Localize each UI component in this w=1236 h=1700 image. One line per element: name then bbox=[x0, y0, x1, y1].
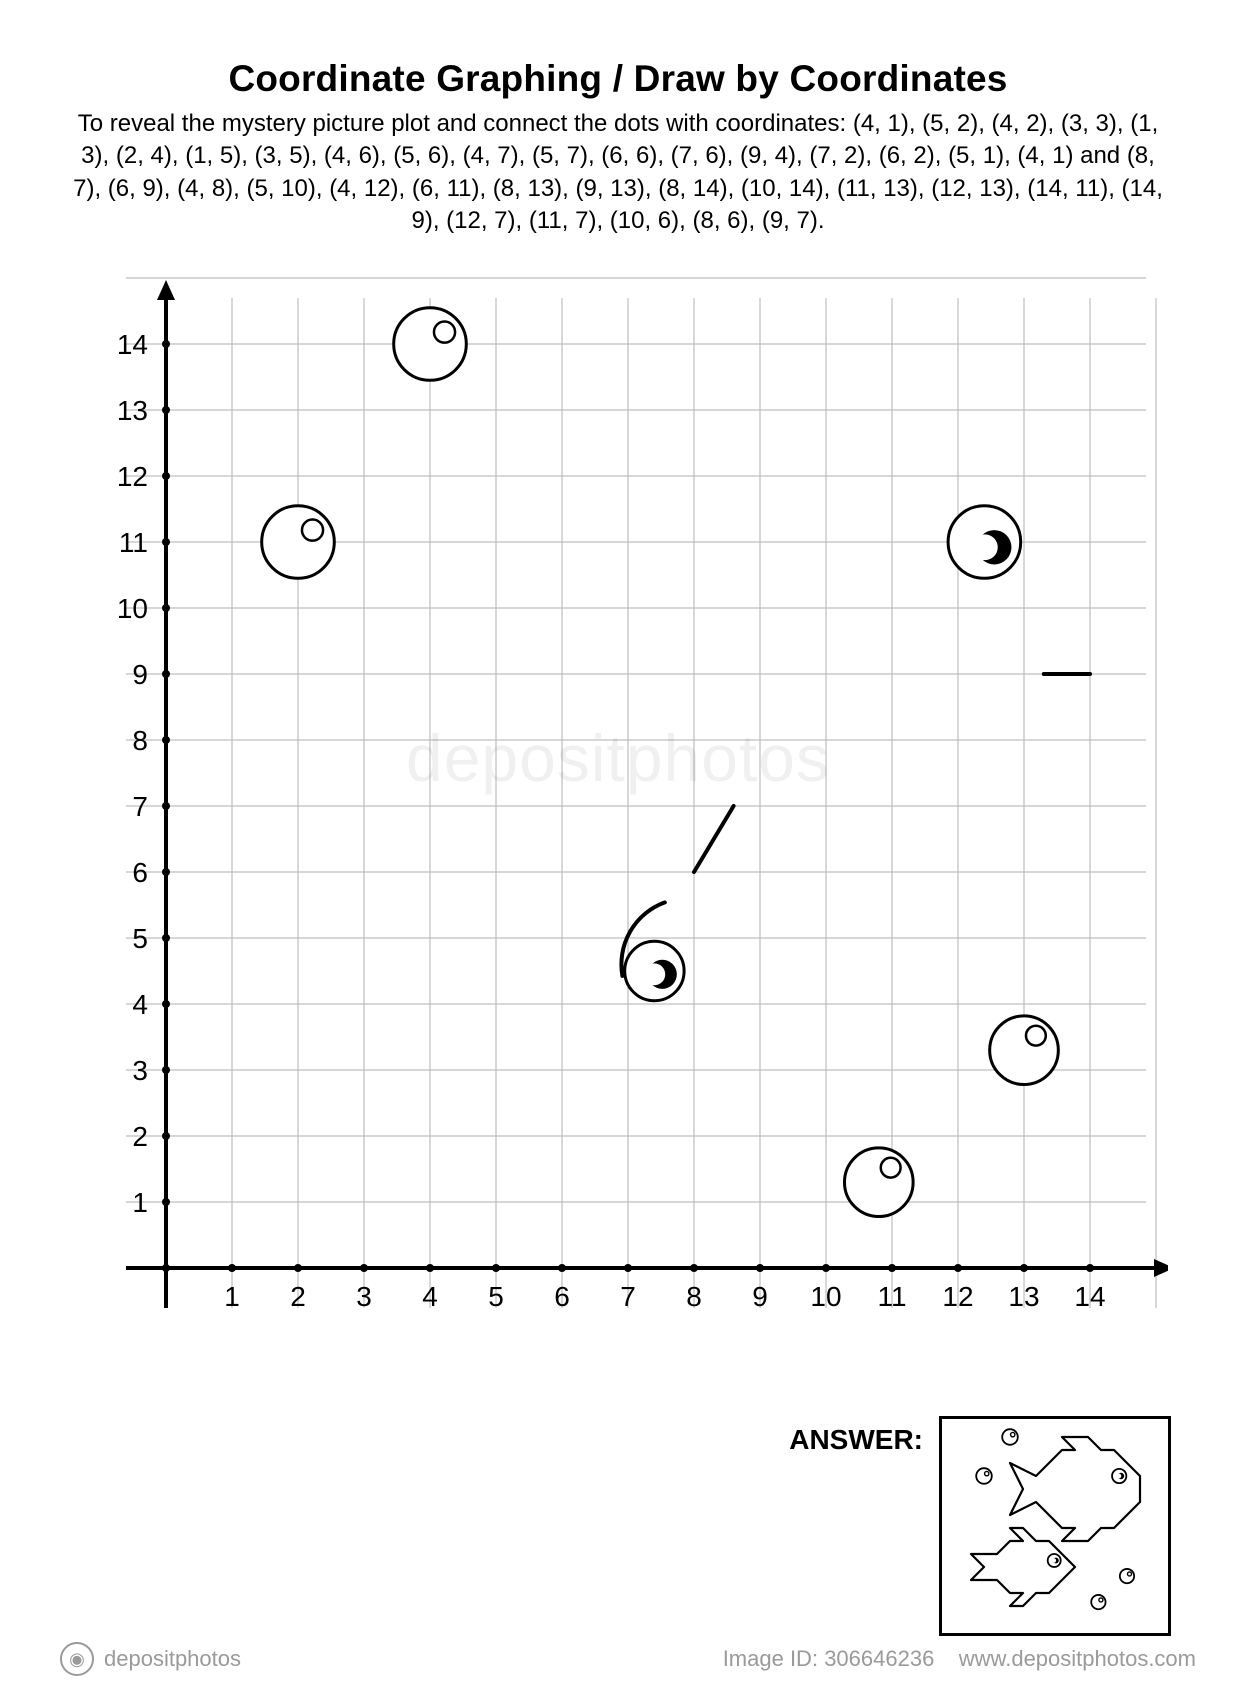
svg-text:2: 2 bbox=[290, 1281, 306, 1312]
svg-text:11: 11 bbox=[877, 1281, 906, 1312]
svg-text:6: 6 bbox=[132, 857, 148, 888]
graph-svg: 12345678910111213141234567891011121314 bbox=[68, 260, 1168, 1360]
footer-meta: Image ID: 306646236 www.depositphotos.co… bbox=[723, 1646, 1196, 1672]
svg-text:6: 6 bbox=[554, 1281, 570, 1312]
brand-name: depositphotos bbox=[104, 1646, 241, 1672]
svg-text:7: 7 bbox=[132, 791, 148, 822]
svg-text:13: 13 bbox=[117, 395, 148, 426]
answer-label: ANSWER: bbox=[789, 1424, 923, 1456]
footer: ◉ depositphotos Image ID: 306646236 www.… bbox=[60, 1642, 1196, 1676]
svg-text:3: 3 bbox=[132, 1055, 148, 1086]
svg-text:14: 14 bbox=[1074, 1281, 1105, 1312]
svg-text:3: 3 bbox=[356, 1281, 372, 1312]
svg-text:5: 5 bbox=[488, 1281, 504, 1312]
svg-text:5: 5 bbox=[132, 923, 148, 954]
svg-text:8: 8 bbox=[686, 1281, 702, 1312]
svg-text:10: 10 bbox=[117, 593, 148, 624]
svg-text:14: 14 bbox=[117, 329, 148, 360]
image-id-value: 306646236 bbox=[824, 1646, 934, 1671]
svg-text:4: 4 bbox=[132, 989, 148, 1020]
svg-text:13: 13 bbox=[1008, 1281, 1039, 1312]
svg-text:12: 12 bbox=[117, 461, 148, 492]
svg-text:1: 1 bbox=[132, 1187, 148, 1218]
coordinate-graph: 12345678910111213141234567891011121314 bbox=[68, 260, 1168, 1360]
svg-text:2: 2 bbox=[132, 1121, 148, 1152]
answer-thumb-svg bbox=[942, 1419, 1168, 1633]
answer-box bbox=[939, 1416, 1171, 1636]
instructions-text: To reveal the mystery picture plot and c… bbox=[65, 108, 1171, 238]
svg-text:9: 9 bbox=[752, 1281, 768, 1312]
footer-brand: ◉ depositphotos bbox=[60, 1642, 241, 1676]
footer-site: www.depositphotos.com bbox=[959, 1646, 1196, 1671]
svg-text:11: 11 bbox=[119, 527, 148, 558]
svg-text:1: 1 bbox=[224, 1281, 240, 1312]
svg-text:12: 12 bbox=[942, 1281, 973, 1312]
svg-text:4: 4 bbox=[422, 1281, 438, 1312]
svg-text:8: 8 bbox=[132, 725, 148, 756]
svg-text:10: 10 bbox=[810, 1281, 841, 1312]
page-title: Coordinate Graphing / Draw by Coordinate… bbox=[65, 58, 1171, 100]
svg-text:7: 7 bbox=[620, 1281, 636, 1312]
image-id-label: Image ID: bbox=[723, 1646, 818, 1671]
brand-logo-icon: ◉ bbox=[60, 1642, 94, 1676]
svg-text:9: 9 bbox=[132, 659, 148, 690]
